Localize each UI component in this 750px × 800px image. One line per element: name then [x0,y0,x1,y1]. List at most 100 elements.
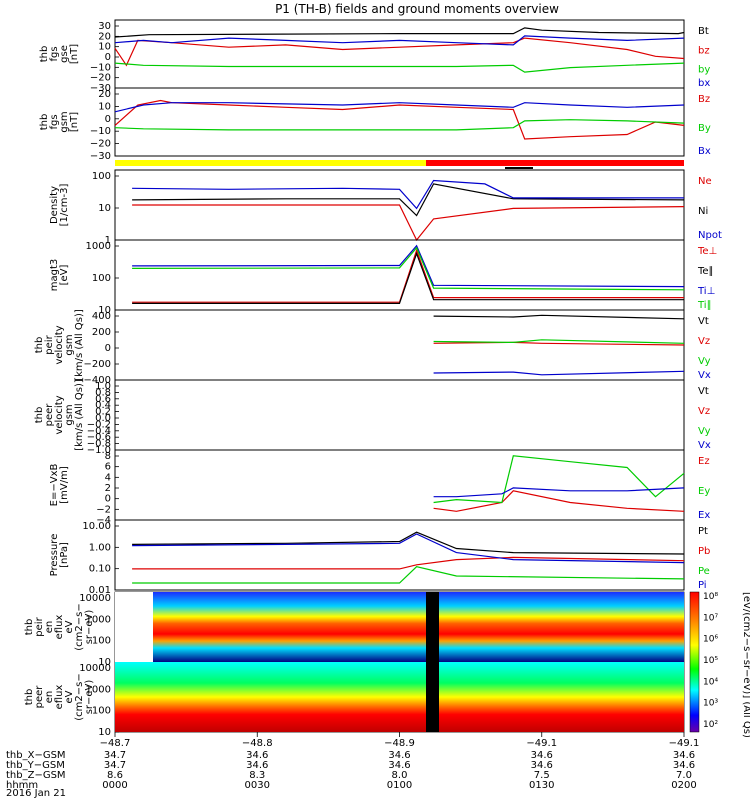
y-axis-label: Density [49,186,60,224]
panel-frame [114,87,685,157]
y-axis-label: en [44,621,55,634]
x-row-value: 0030 [245,780,270,791]
y-axis-label: sr−eV) [84,680,95,715]
y-axis-label: gsm [64,334,75,355]
y-tick-label: 0.4 [95,400,111,411]
panel-peer_spectrogram: 10000 1000 100 10 thb peer en eflux eV (cm2−s− sr−… [24,661,685,738]
y-axis-label: E=−VxB [49,464,60,507]
y-tick-label: 0.10 [89,564,111,575]
colorbar-tick-label: 10² [703,720,718,730]
y-tick-label: 8 [105,451,111,462]
x-row-label: hhmm [6,780,38,791]
mode-bar-burst [505,167,533,169]
x-row-value: 8.6 [107,770,123,781]
series-line-Ti⊥ [132,244,685,288]
y-tick-label: −0.2 [87,419,111,430]
y-tick-label: 1000 [86,684,111,695]
y-axis-label: [eV] [59,265,70,286]
y-tick-label: 100 [92,171,111,182]
series-line-Bz [114,99,685,140]
legend-entry-Vx: Vx [698,370,711,381]
x-row-label: thb_Z−GSM [6,770,66,781]
x-row-value: 34.6 [388,760,410,771]
legend-entry-Ez: Ez [698,456,710,467]
legend-entry-bx: bx [698,78,710,89]
y-tick-label: 10 [98,727,111,738]
series-line-Ex [433,487,685,498]
legend-entry-Pi: Pi [698,580,707,591]
x-row-value: 34.6 [246,750,268,761]
legend-entry-Vy: Vy [698,356,711,367]
series-line-Ti∥ [132,246,685,291]
colorbar-label: [eV/(cm2−s−sr−eV)] (All Qs) [741,592,750,738]
y-tick-label: 100 [92,273,111,284]
peer-spectrogram-gap [426,662,439,732]
y-axis-label: velocity [54,395,65,434]
series-line-Ey [433,455,685,504]
y-tick-label: −30 [90,151,111,162]
y-axis-label: gsm [64,404,75,425]
y-tick-label: 0 [105,52,111,63]
series-line-Pe [132,566,685,584]
series-line-Pi [132,533,685,564]
x-row-value: 34.6 [673,750,695,761]
y-axis-label: (cm2−s− [74,673,85,720]
y-axis-label: (cm2−s− [74,603,85,650]
y-axis-label: eflux [54,615,65,640]
x-row-value: 34.6 [246,760,268,771]
y-tick-label: 20 [98,31,111,42]
x-row-value: 0200 [671,780,696,791]
series-line-bz [114,37,685,67]
peir-spectrogram-fill-right [439,592,684,662]
series-line-Bx [114,102,685,113]
y-axis-label: fgs [49,46,60,61]
y-axis-label: thb [34,407,45,424]
y-axis-label: eV [64,690,75,703]
x-row-value: 8.3 [249,770,265,781]
series-line-by [114,62,685,73]
x-row-value: 0000 [102,780,127,791]
y-tick-label: 0.0 [95,413,111,424]
peir-spectrogram [115,592,684,662]
legend-entry-Bt: Bt [698,26,709,37]
date-label: 2016 Jan 21 [6,788,66,799]
y-tick-label: 6 [105,462,111,473]
x-row-value: 8.0 [392,770,408,781]
y-tick-label: 0 [105,343,111,354]
series-line-Vx [433,370,685,376]
legend-entry-Vt: Vt [698,386,709,397]
x-row-value: 34.7 [104,760,126,771]
colorbar-tick-label: 10⁷ [703,613,718,623]
y-tick-label: 1000 [86,614,111,625]
legend-entry-Ex: Ex [698,510,710,521]
y-axis-label: peer [34,685,45,709]
x-tick-value: −48.9 [384,738,415,749]
x-tick-value: −49.1 [669,738,700,749]
y-tick-label: 1 [105,235,111,246]
legend-entry-By: By [698,123,711,134]
y-tick-label: −400 [84,375,111,386]
x-tick-value: −49.1 [526,738,557,749]
legend-entry-Ti⊥: Ti⊥ [697,286,715,297]
y-tick-label: −4 [96,515,111,526]
y-axis-label: peer [44,403,55,427]
mode-bar [115,160,684,169]
colorbar-tick-label: 10⁴ [703,677,718,687]
mode-bar-fast-survey [426,160,684,166]
y-axis-label: [mV/m] [59,466,70,504]
series-line-Ne [132,204,685,242]
y-tick-label: 0 [105,494,111,505]
y-axis-label: [nPa] [59,542,70,568]
y-tick-label: 2 [105,483,111,494]
series-line-Npot [132,179,684,210]
y-tick-label: 4 [105,472,111,483]
y-tick-label: −20 [90,139,111,150]
series-line-Vt [433,314,685,320]
y-axis-label: velocity [54,325,65,364]
y-tick-label: 100 [92,706,111,717]
legend-entry-Te⊥: Te⊥ [697,246,717,257]
